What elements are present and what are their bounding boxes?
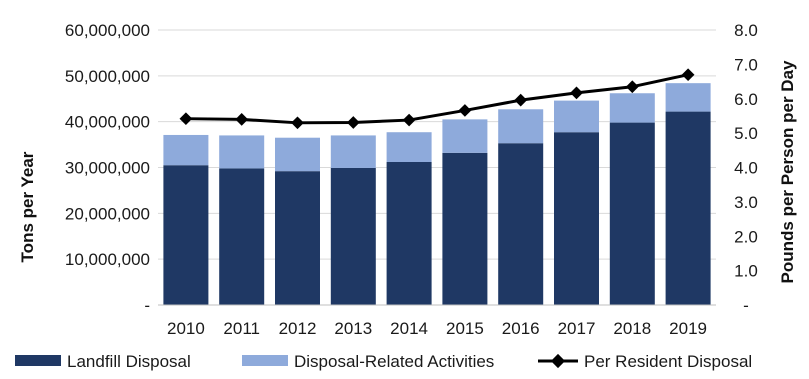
point-per-resident-disposal	[291, 116, 304, 130]
legend-label-per-resident-disposal: Per Resident Disposal	[584, 352, 752, 371]
x-tick-label: 2015	[446, 319, 484, 338]
bar-disposal-related-activities	[554, 100, 599, 133]
y-tick-label: -	[144, 296, 150, 315]
bar-landfill-disposal	[554, 132, 599, 305]
bar-landfill-disposal	[330, 167, 376, 305]
bar-disposal-related-activities	[609, 93, 655, 123]
y2-tick-label: 2.0	[734, 227, 758, 246]
bar-disposal-related-activities	[498, 109, 544, 144]
bar-disposal-related-activities	[330, 135, 376, 168]
y-tick-label: 60,000,000	[65, 21, 150, 40]
legend-label-disposal-related-activities: Disposal-Related Activities	[294, 352, 494, 371]
point-per-resident-disposal	[402, 113, 416, 127]
x-tick-label: 2013	[334, 319, 372, 338]
bar-landfill-disposal	[386, 162, 432, 305]
x-tick-label: 2016	[502, 319, 540, 338]
x-tick-label: 2017	[558, 319, 596, 338]
axes: - 10,000,000 20,000,000 30,000,000 40,000,00…	[65, 21, 758, 338]
y-tick-label: 10,000,000	[65, 250, 150, 269]
bar-landfill-disposal	[665, 111, 711, 305]
point-per-resident-disposal	[179, 112, 193, 126]
legend-swatch-disposal-related-activities	[242, 355, 288, 366]
y2-tick-label: 3.0	[734, 193, 758, 212]
x-tick-label: 2018	[613, 319, 651, 338]
y-tick-label: 30,000,000	[65, 159, 150, 178]
bar-disposal-related-activities	[163, 134, 209, 166]
point-per-resident-disposal	[681, 68, 695, 82]
y-axis-title: Tons per Year	[18, 151, 37, 262]
bar-disposal-related-activities	[219, 135, 265, 169]
x-tick-label: 2012	[279, 319, 317, 338]
legend-swatch-landfill-disposal	[15, 355, 61, 366]
point-per-resident-disposal	[570, 86, 583, 100]
bar-disposal-related-activities	[386, 132, 432, 162]
point-per-resident-disposal	[458, 104, 472, 117]
y-tick-label: 40,000,000	[65, 113, 150, 132]
bar-disposal-related-activities	[442, 119, 488, 153]
x-tick-label: 2019	[669, 319, 707, 338]
y2-tick-label: 5.0	[734, 124, 758, 143]
x-tick-label: 2010	[167, 319, 205, 338]
y2-tick-label: 8.0	[734, 21, 758, 40]
bar-disposal-related-activities	[665, 83, 711, 112]
y2-tick-label: 7.0	[734, 55, 758, 74]
bar-series	[163, 83, 711, 305]
point-per-resident-disposal	[625, 80, 639, 94]
bar-landfill-disposal	[442, 152, 488, 305]
bar-landfill-disposal	[163, 165, 209, 305]
legend: Landfill Disposal Disposal-Related Activ…	[15, 352, 752, 371]
point-per-resident-disposal	[514, 93, 528, 107]
legend-marker-per-resident-disposal	[550, 353, 566, 369]
bar-landfill-disposal	[275, 171, 320, 305]
point-per-resident-disposal	[235, 113, 249, 126]
y2-axis-title: Pounds per Person per Day	[778, 60, 797, 283]
point-per-resident-disposal	[346, 116, 360, 129]
bar-disposal-related-activities	[275, 137, 320, 172]
bar-landfill-disposal	[219, 168, 265, 305]
x-tick-label: 2014	[390, 319, 428, 338]
y2-tick-label: 6.0	[734, 90, 758, 109]
x-tick-label: 2011	[223, 319, 260, 338]
y2-tick-label: -	[743, 296, 749, 315]
bar-landfill-disposal	[609, 122, 655, 305]
y2-tick-label: 1.0	[734, 262, 758, 281]
line-per-resident-disposal	[185, 73, 689, 125]
y2-tick-label: 4.0	[734, 159, 758, 178]
bar-landfill-disposal	[498, 143, 544, 305]
legend-label-landfill-disposal: Landfill Disposal	[67, 352, 191, 371]
y-tick-label: 50,000,000	[65, 67, 150, 86]
y-tick-label: 20,000,000	[65, 204, 150, 223]
